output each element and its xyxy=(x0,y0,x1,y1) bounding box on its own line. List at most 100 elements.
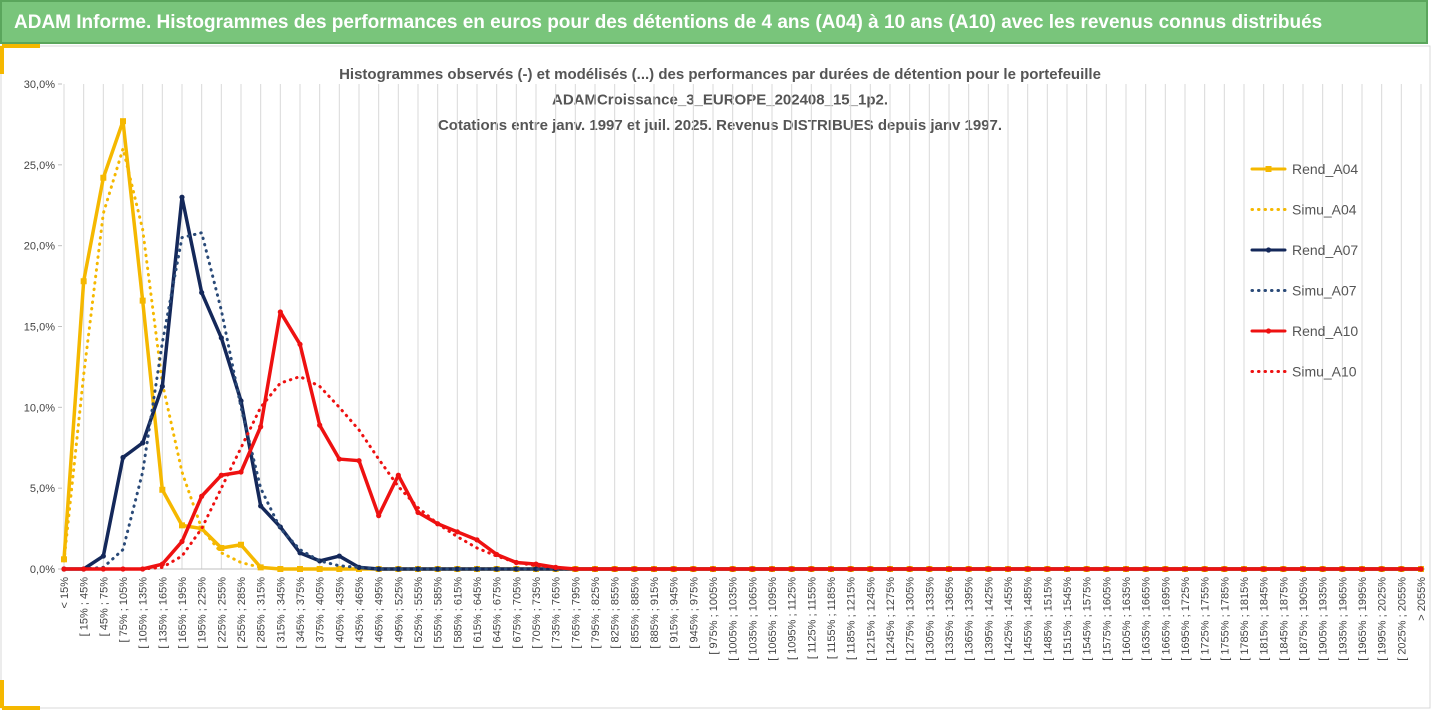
marker xyxy=(592,566,598,572)
x-tick-label: [ 315% ; 345% xyxy=(275,577,287,649)
y-tick-label: 30,0% xyxy=(24,79,55,91)
marker xyxy=(395,472,401,478)
legend-marker xyxy=(1265,328,1272,334)
marker xyxy=(140,440,146,446)
marker xyxy=(179,522,185,529)
x-tick-label: [ 1215% ; 1245% xyxy=(865,577,877,661)
x-tick-label: [ 1065% ; 1095% xyxy=(767,577,779,661)
marker xyxy=(572,566,578,572)
x-tick-label: [ 945% ; 975% xyxy=(688,577,700,649)
x-tick-label: [ 1575% ; 1605% xyxy=(1101,577,1113,661)
x-tick-label: [ 285% ; 315% xyxy=(256,577,268,649)
x-tick-label: [ 1965% ; 1995% xyxy=(1357,577,1369,661)
y-tick-label: 25,0% xyxy=(24,160,55,172)
marker xyxy=(120,454,126,461)
x-tick-label: [ 15% ; 45% xyxy=(79,577,91,637)
marker xyxy=(454,566,460,572)
marker xyxy=(277,566,284,572)
legend-label: Simu_A04 xyxy=(1292,202,1357,218)
x-tick-label: [ 915% ; 945% xyxy=(669,577,681,649)
marker xyxy=(336,553,342,559)
x-tick-label: [ 1635% ; 1665% xyxy=(1141,577,1153,661)
y-tick-label: 10,0% xyxy=(24,402,55,414)
marker xyxy=(356,564,362,570)
x-tick-label: [ 1665% ; 1695% xyxy=(1160,577,1172,661)
x-tick-label: [ 1125% ; 1155% xyxy=(806,577,818,659)
x-tick-label: [ 765% ; 795% xyxy=(570,577,582,649)
x-tick-label: [ 1695% ; 1725% xyxy=(1180,577,1192,661)
x-tick-label: [ 585% ; 615% xyxy=(452,577,464,649)
marker xyxy=(376,513,382,519)
y-tick-label: 15,0% xyxy=(24,322,55,334)
marker xyxy=(199,289,205,296)
x-tick-label: [ 2025% ; 2055% xyxy=(1396,577,1408,661)
x-tick-label: [ 1545% ; 1575% xyxy=(1082,577,1094,661)
x-tick-label: > 2055% xyxy=(1416,577,1428,621)
marker xyxy=(179,194,185,200)
marker xyxy=(612,566,618,572)
marker xyxy=(1300,566,1306,572)
marker xyxy=(316,566,323,572)
marker xyxy=(258,424,264,430)
x-tick-label: [ 975% ; 1005% xyxy=(708,577,720,655)
legend-marker xyxy=(1265,166,1272,172)
marker xyxy=(395,566,401,572)
x-tick-label: [ 105% ; 135% xyxy=(138,577,150,649)
x-tick-label: [ 255% ; 285% xyxy=(236,577,248,649)
marker xyxy=(218,335,224,341)
chart-title: Histogrammes observés (-) et modélisés (… xyxy=(339,66,1101,83)
x-tick-label: [ 1365% ; 1395% xyxy=(964,577,976,661)
marker xyxy=(474,537,480,543)
x-tick-label: [ 375% ; 405% xyxy=(315,577,327,649)
marker xyxy=(356,458,362,464)
x-tick-label: [ 645% ; 675% xyxy=(492,577,504,649)
x-tick-label: [ 1485% ; 1515% xyxy=(1042,577,1054,661)
x-tick-label: [ 1785% ; 1815% xyxy=(1239,577,1251,661)
x-tick-label: [ 435% ; 465% xyxy=(354,577,366,649)
x-tick-label: [ 1755% ; 1785% xyxy=(1219,577,1231,661)
x-tick-label: [ 795% ; 825% xyxy=(590,577,602,649)
x-tick-label: [ 1245% ; 1275% xyxy=(885,577,897,661)
x-tick-label: [ 405% ; 435% xyxy=(334,577,346,649)
x-tick-label: [ 345% ; 375% xyxy=(295,577,307,649)
x-tick-label: [ 1995% ; 2025% xyxy=(1377,577,1389,661)
x-tick-label: [ 1155% ; 1185% xyxy=(826,577,838,659)
marker xyxy=(376,566,382,572)
x-tick-label: [ 1005% ; 1035% xyxy=(728,577,740,661)
x-tick-label: [ 825% ; 855% xyxy=(610,577,622,649)
x-tick-label: [ 165% ; 195% xyxy=(177,577,189,649)
marker xyxy=(179,538,185,545)
marker xyxy=(1339,566,1345,572)
marker xyxy=(1182,566,1188,572)
series-line xyxy=(62,310,1423,571)
x-tick-label: [ 885% ; 915% xyxy=(649,577,661,649)
chart-title: Cotations entre janv. 1997 et juil. 2025… xyxy=(438,117,1002,134)
x-tick-label: [ 1095% ; 1125% xyxy=(787,577,799,660)
marker xyxy=(257,564,264,571)
marker xyxy=(1418,566,1424,572)
x-tick-label: [ 525% ; 555% xyxy=(413,577,425,649)
x-tick-label: [ 1875% ; 1905% xyxy=(1298,577,1310,661)
legend-label: Rend_A10 xyxy=(1292,323,1358,339)
marker xyxy=(415,509,421,516)
marker xyxy=(317,422,323,428)
y-tick-label: 0,0% xyxy=(30,564,55,576)
legend-label: Simu_A07 xyxy=(1292,283,1357,299)
marker xyxy=(199,493,205,499)
legend-marker xyxy=(1265,247,1272,253)
x-tick-label: [ 1815% ; 1845% xyxy=(1259,577,1271,661)
x-tick-label: [ 1605% ; 1635% xyxy=(1121,577,1133,661)
marker xyxy=(1221,566,1227,572)
series-line xyxy=(62,375,1423,571)
marker xyxy=(258,503,264,509)
marker xyxy=(277,309,283,315)
x-tick-label: [ 1935% ; 1965% xyxy=(1337,577,1349,661)
marker xyxy=(1202,566,1208,572)
marker xyxy=(1320,566,1326,572)
x-tick-label: [ 735% ; 765% xyxy=(551,577,563,649)
x-tick-label: [ 675% ; 705% xyxy=(511,577,523,649)
marker xyxy=(1359,566,1365,572)
x-tick-label: [ 75% ; 105% xyxy=(118,577,130,643)
marker xyxy=(238,541,244,548)
